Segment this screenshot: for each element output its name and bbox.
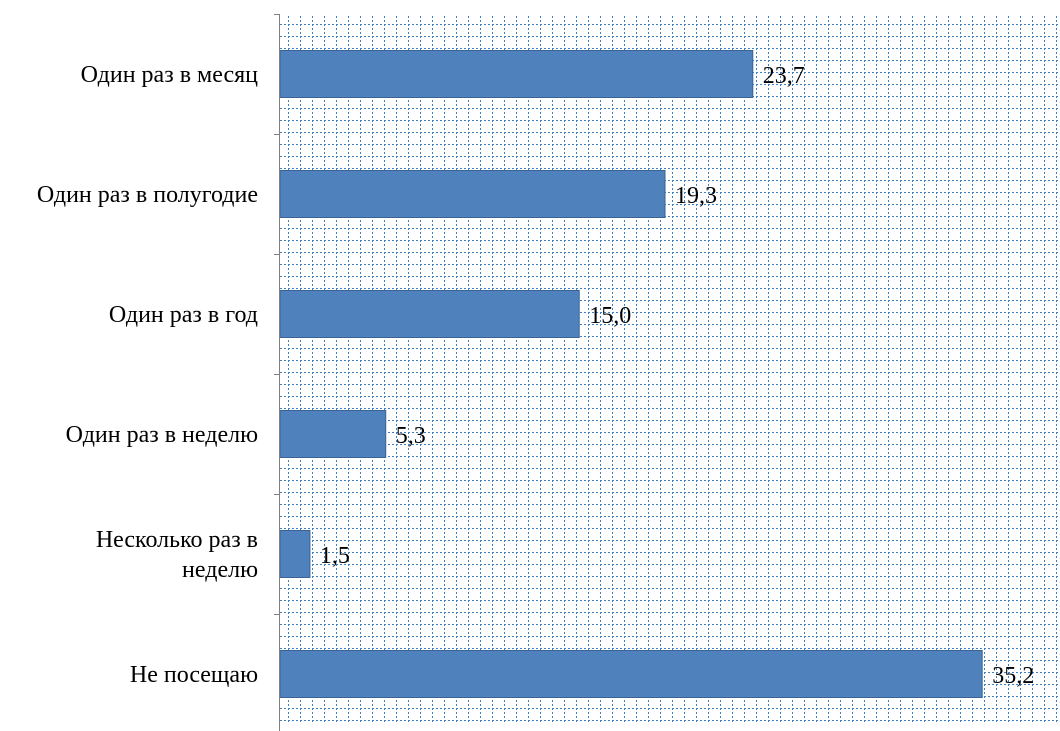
y-axis-ticks-group xyxy=(274,14,280,615)
bar-value-label: 19,3 xyxy=(675,183,717,209)
bar-value-label: 23,7 xyxy=(763,63,805,89)
bar xyxy=(279,530,311,578)
value-labels-group: 23,7 19,3 15,0 5,3 1,5 35,2 xyxy=(320,63,1034,689)
bar xyxy=(279,170,666,218)
plot-area-grid xyxy=(280,14,1058,724)
category-label-line: Несколько раз в xyxy=(96,527,258,553)
bar xyxy=(279,290,580,338)
bar-value-label: 1,5 xyxy=(320,543,350,569)
bar xyxy=(279,650,983,698)
category-label-line: Один раз в неделю xyxy=(66,422,258,448)
category-labels-group: Один раз в месяц Один раз в полугодие Один… xyxy=(37,62,258,688)
category-label-line: Один раз в полугодие xyxy=(37,182,258,208)
category-label-line: неделю xyxy=(182,557,258,583)
category-label: Не посещаю xyxy=(130,662,258,688)
category-label-line: Не посещаю xyxy=(130,662,258,688)
bar xyxy=(279,410,387,458)
category-label: Один раз в месяц xyxy=(81,62,259,88)
category-label: Один раз в год xyxy=(109,302,258,328)
category-label: Один раз в неделю xyxy=(66,422,258,448)
bar-value-label: 5,3 xyxy=(396,423,426,449)
bars-group xyxy=(279,50,983,698)
category-label-line: Один раз в месяц xyxy=(81,62,259,88)
bar-value-label: 15,0 xyxy=(589,303,631,329)
bar-value-label: 35,2 xyxy=(992,663,1034,689)
bar xyxy=(279,50,754,98)
category-label: Несколько раз в неделю xyxy=(96,527,258,583)
category-label: Один раз в полугодие xyxy=(37,182,258,208)
category-label-line: Один раз в год xyxy=(109,302,258,328)
